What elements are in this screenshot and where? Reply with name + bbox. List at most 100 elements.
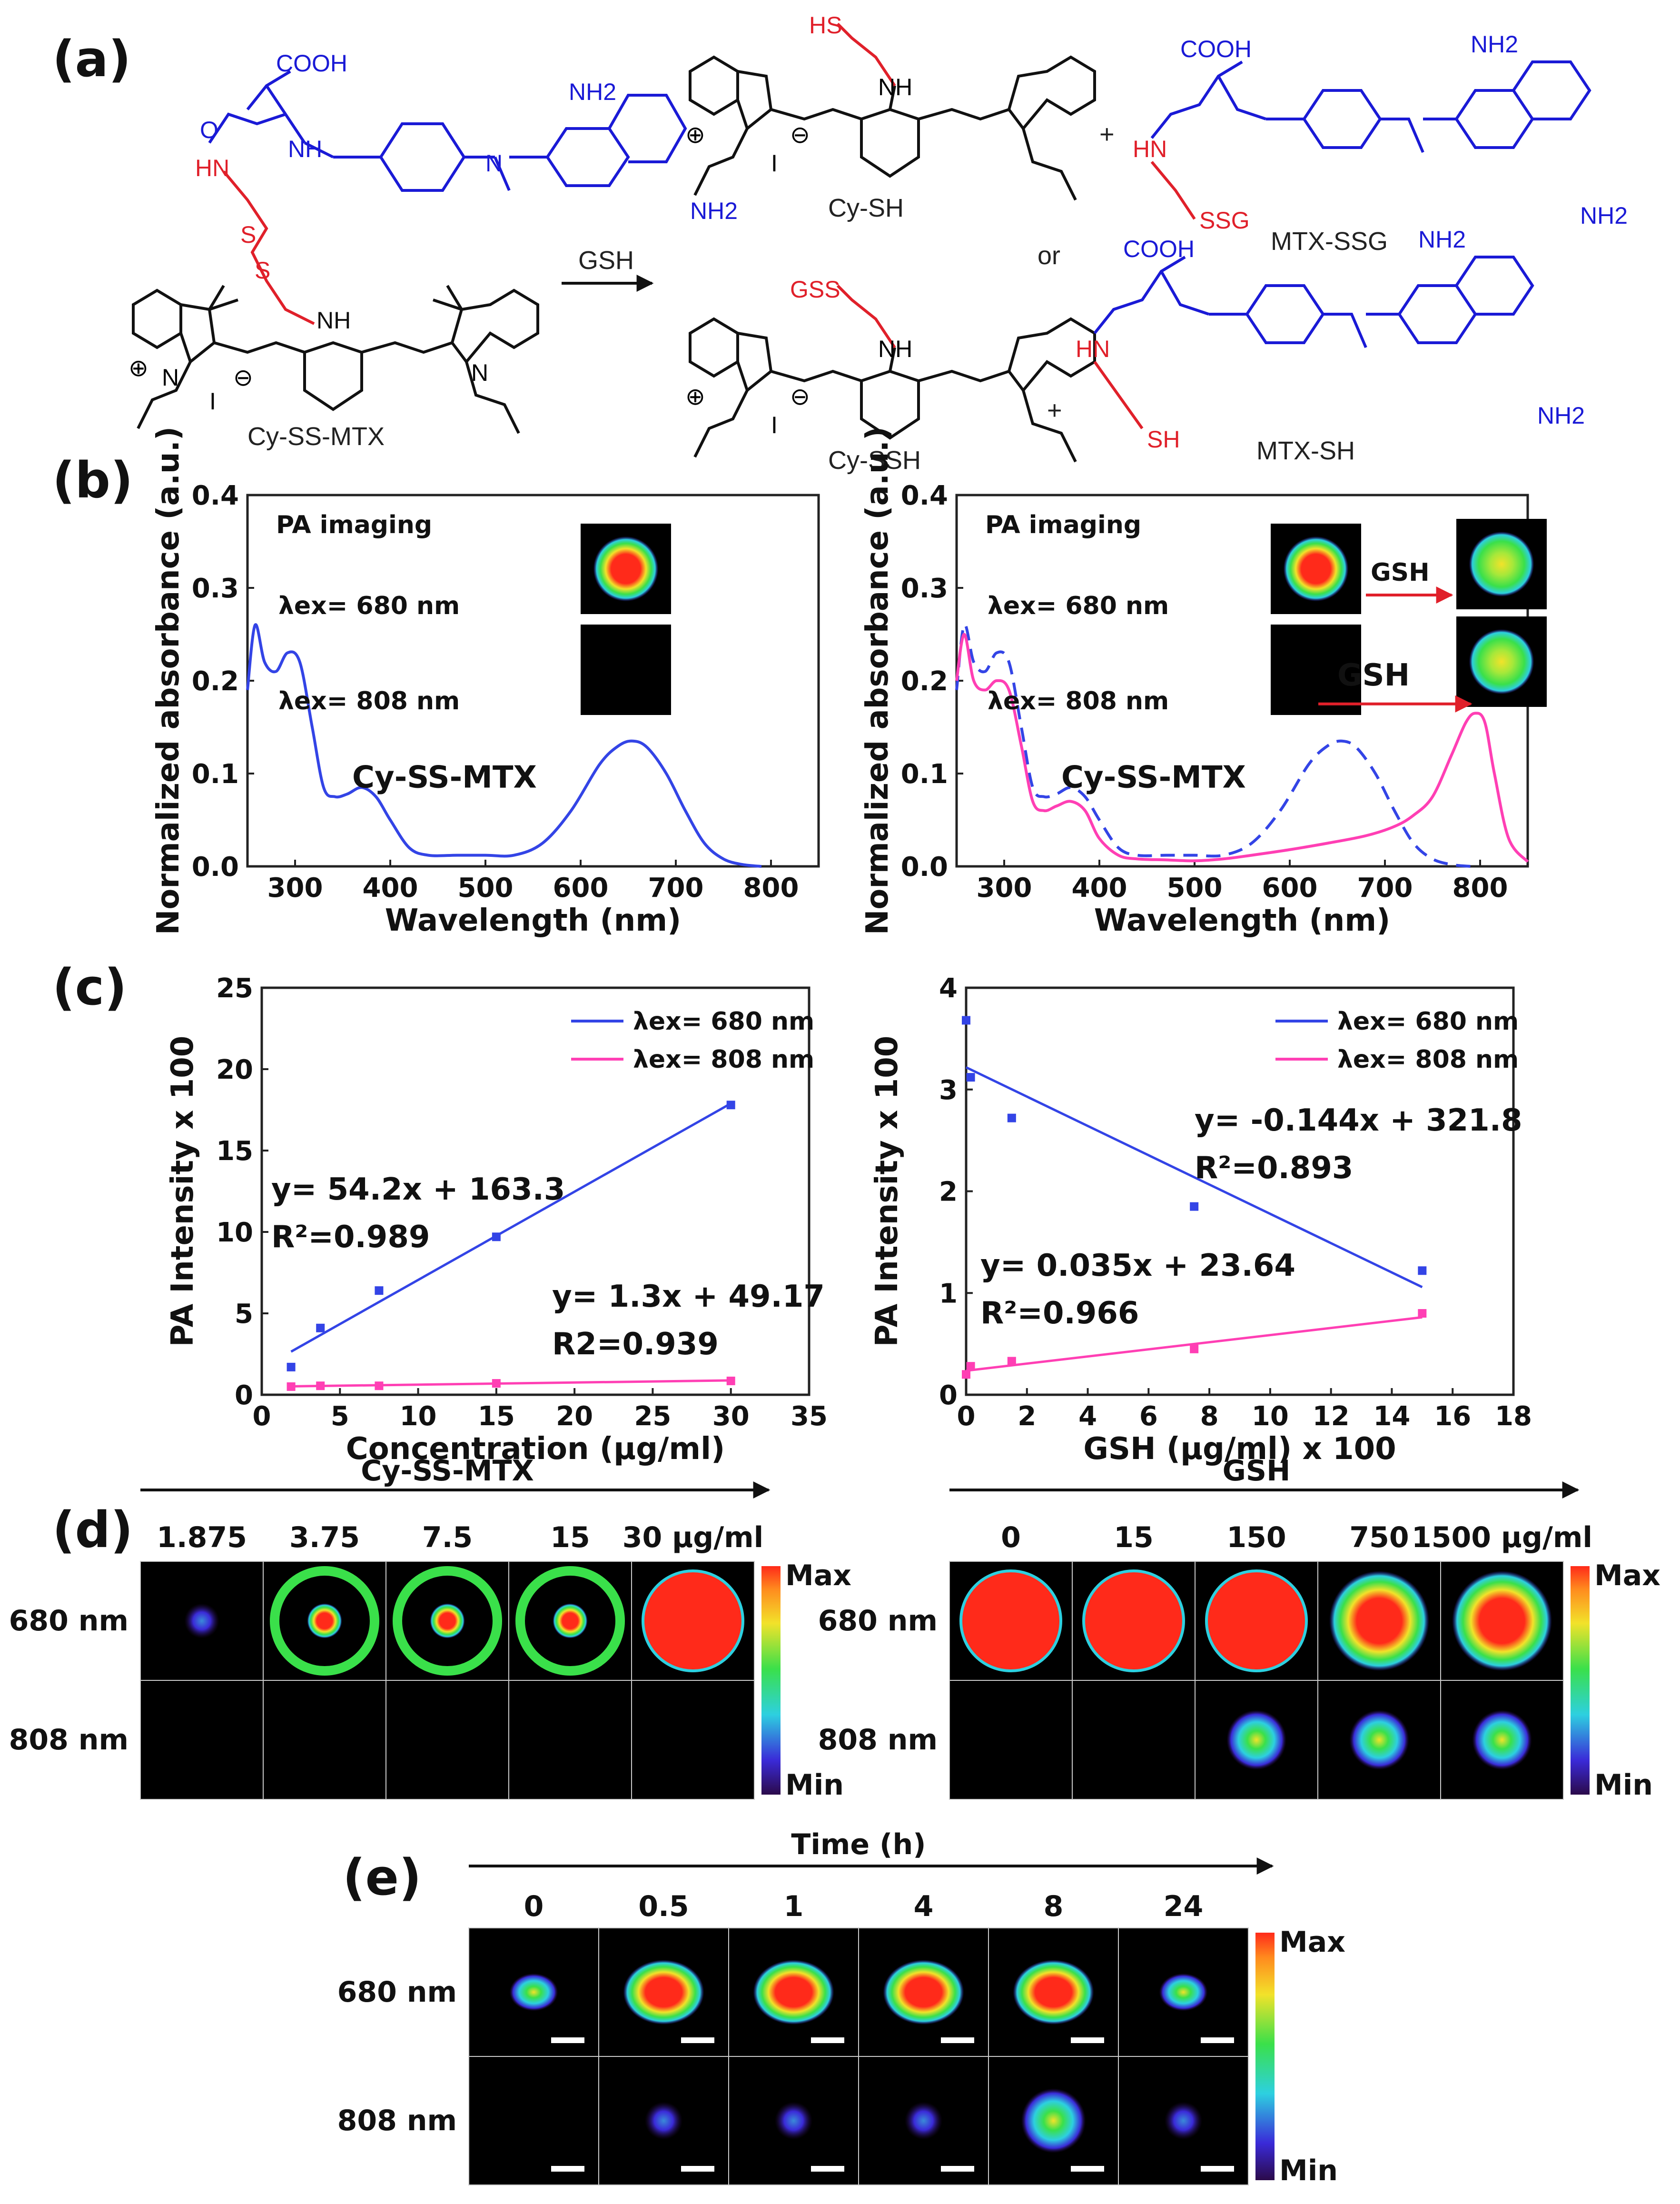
reactant-nh2-right: NH2 [690,198,738,224]
colorbar-max: Max [785,1559,851,1592]
x-tick-label: 18 [1495,1401,1532,1432]
fit-equation-1: y= 0.035x + 23.64 [980,1248,1295,1283]
shift-gsh-label: GSH [1337,658,1410,693]
data-point [316,1381,325,1390]
y-tick-label: 0.3 [901,573,948,604]
reactant-n-left: N [162,364,179,391]
x-axis-title: Wavelength (nm) [385,903,682,938]
reactant-nh: NH [288,136,322,162]
inset-tile-680-signal [593,536,659,602]
x-tick-label: 25 [634,1401,671,1432]
fit-line-1 [291,1379,731,1388]
tile-808-signal [1021,2088,1086,2154]
mtx-sh-nh2-right: NH2 [1537,402,1585,429]
tile-680-signal [623,1959,704,2025]
row-label-808: 808 nm [818,1723,938,1757]
fit-line-1 [966,1316,1423,1372]
time-label: 0 [524,1890,544,1923]
tile-808-signal [1349,1710,1409,1770]
tile-680-ring [270,1566,379,1676]
legend-label-0: λex= 680 nm [633,1007,814,1036]
data-point [1190,1202,1199,1211]
y-tick-label: 5 [235,1299,253,1330]
fit-equation-0: y= 54.2x + 163.3 [271,1172,565,1207]
x-tick-label: 700 [1357,873,1413,903]
x-tick-label: 16 [1434,1401,1471,1432]
data-point [316,1323,325,1332]
inset-tile-gsh-680-signal [1469,531,1534,597]
panel-b-label: (b) [52,451,133,509]
fit-line-0 [290,1102,731,1353]
chart-b-left: 300 400 500 600 700 800 0.0 0.1 0.2 0.3 0.4 Wavelen… [151,427,820,938]
x-axis-title: Wavelength (nm) [1094,903,1391,938]
tile-808-signal [644,2102,683,2140]
scale-bar [811,2166,844,2172]
tile-808-signal [1472,1710,1532,1770]
inset-row-680: λex= 680 nm [278,592,460,620]
data-point [492,1379,501,1388]
annotation-cy-ss-mtx: Cy-SS-MTX [1061,760,1246,795]
y-tick-label: 2 [939,1177,958,1208]
time-label: 24 [1164,1890,1204,1923]
x-tick-label: 600 [553,873,609,903]
mtx-ssg-hn: HN [1133,136,1167,162]
x-tick-label: 10 [400,1401,437,1432]
cy-ssh-plus: ⊕ [685,383,705,410]
reactant-charge-minus: ⊖ [233,364,253,391]
tile-680-signal [553,1603,588,1638]
reaction-arrow-label: GSH [578,246,634,275]
data-point [966,1362,975,1371]
mtx-ssg-nh2-top: NH2 [1471,31,1518,58]
inset-tile-808-bg [1271,625,1361,715]
x-tick-label: 20 [556,1401,593,1432]
row-label-808: 808 nm [337,2104,457,2137]
row-label-680: 680 nm [9,1604,128,1638]
cy-ssh-minus: ⊖ [790,383,810,410]
data-point [962,1016,970,1025]
y-tick-label: 0 [939,1380,958,1411]
inset-row-808: λex= 808 nm [278,687,460,715]
cy-sh-iodide: I [771,150,778,177]
scale-bar [811,2037,844,2043]
scale-bar [681,2166,714,2172]
y-tick-label: 3 [939,1075,958,1106]
x-tick-label: 500 [1167,873,1223,903]
cy-ssh-group: GSS [790,276,840,303]
fit-r2-1: R2=0.939 [552,1327,719,1362]
reactant-mtx-labels: COOH NH NH2 NH2 N O [200,50,738,224]
inset-row-808: λex= 808 nm [988,687,1169,715]
plus-2: + [1047,396,1062,425]
x-tick-label: 30 [712,1401,750,1432]
tile-680-signal [1452,1571,1552,1671]
x-tick-label: 2 [1018,1401,1036,1432]
fit-r2-0: R²=0.989 [271,1220,430,1255]
x-axis-title: GSH (μg/ml) x 100 [1083,1431,1396,1467]
tile-680-signal [959,1569,1062,1672]
inset-title: PA imaging [985,511,1141,539]
annotation-cy-ss-mtx: Cy-SS-MTX [352,760,537,795]
tile-680-signal [753,1959,834,2025]
y-axis-title: PA Intensity x 100 [870,1036,905,1347]
scale-bar [1201,2037,1234,2043]
y-tick-label: 0.1 [901,759,948,790]
inset-tile-gsh-808-signal [1469,629,1534,695]
concentration-label: 150 [1226,1521,1286,1554]
panel-c-label: (c) [52,958,127,1016]
time-label: 8 [1044,1890,1064,1923]
panel-e-label: (e) [343,1848,422,1906]
data-point [375,1286,384,1295]
tile-808 [140,1680,264,1800]
product-mtx-ssg: COOH HN SSG NH2 NH2 MTX-SSG [1133,31,1628,256]
y-tick-label: 0.0 [901,852,948,883]
cy-sh-minus: ⊖ [790,121,810,148]
or-label: or [1038,241,1060,270]
panel-d-header: GSH [1223,1454,1291,1488]
data-point [962,1370,970,1379]
mtx-ssg-cooh: COOH [1180,36,1252,62]
mtx-sh-hn: HN [1076,336,1110,362]
tile-680-signal [1329,1571,1429,1671]
reactant-s2: S [255,257,270,284]
cy-ssh-iodide: I [771,412,778,438]
reactant-cy-nh: NH [316,307,351,334]
